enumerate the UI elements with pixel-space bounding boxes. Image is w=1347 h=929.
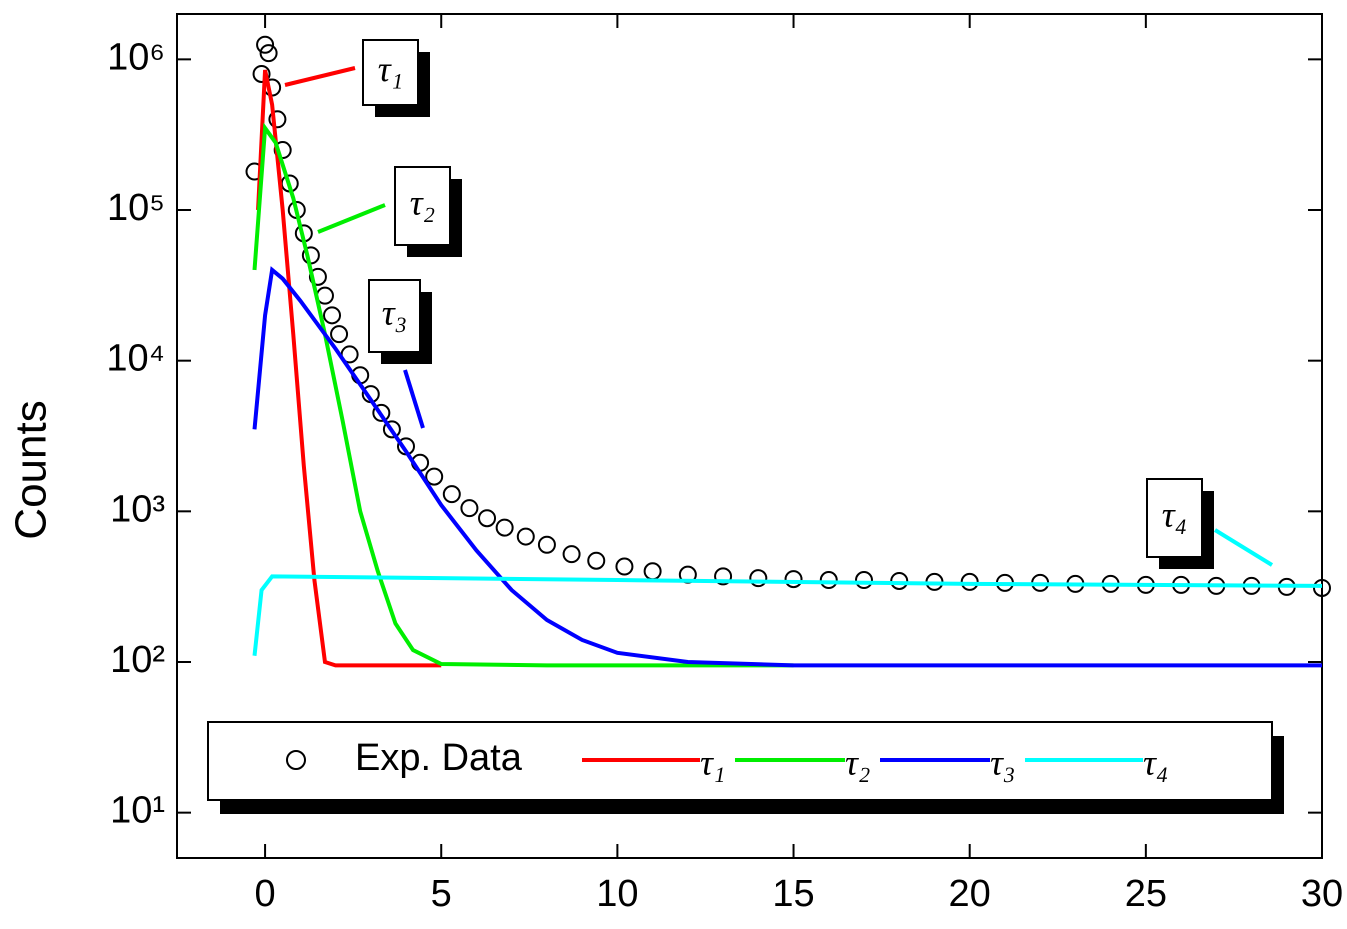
data-point — [442, 485, 461, 504]
data-point — [478, 509, 497, 528]
data-point — [460, 499, 479, 518]
data-point — [537, 535, 556, 554]
data-point — [562, 545, 581, 564]
y-tick-label: 10⁴ — [106, 338, 165, 380]
data-point — [425, 467, 444, 486]
series-line — [252, 266, 1322, 668]
data-point — [330, 325, 349, 344]
annotation-box — [362, 39, 419, 106]
legend-label: τ₃ — [990, 742, 1015, 782]
y-tick-label: 10² — [110, 639, 165, 681]
annotation-arrow — [403, 369, 425, 429]
x-tick-label: 15 — [772, 873, 814, 915]
data-point — [615, 557, 634, 576]
annotation-box — [368, 279, 421, 353]
data-point — [819, 571, 838, 590]
data-point — [308, 267, 327, 286]
legend-marker — [286, 750, 306, 770]
data-point — [323, 306, 342, 325]
data-point — [382, 420, 401, 439]
legend-label: τ₁ — [700, 742, 725, 782]
x-tick-label: 20 — [949, 873, 991, 915]
annotation-box — [1146, 478, 1203, 558]
x-tick-label: 0 — [255, 873, 276, 915]
legend-label: τ₄ — [1143, 742, 1168, 782]
y-tick-label: 10³ — [110, 488, 165, 530]
data-point — [259, 44, 278, 63]
data-point — [587, 551, 606, 570]
annotation-arrow — [284, 66, 356, 87]
data-point — [252, 64, 271, 83]
series-line — [252, 122, 794, 668]
annotation-arrow — [1213, 528, 1274, 567]
x-tick-label: 25 — [1125, 873, 1167, 915]
data-point — [749, 569, 768, 588]
data-point — [372, 403, 391, 422]
annotation-arrow — [317, 203, 386, 234]
data-point — [268, 110, 287, 129]
data-point — [516, 527, 535, 546]
legend-label: Exp. Data — [355, 737, 523, 779]
data-point — [714, 567, 733, 586]
annotation-label: τ₁ — [378, 49, 403, 89]
y-tick-label: 10¹ — [110, 790, 165, 832]
series-line — [256, 69, 442, 668]
annotation-box — [394, 166, 451, 246]
data-point — [890, 571, 909, 590]
data-point — [256, 35, 275, 54]
y-tick-label: 10⁶ — [107, 36, 165, 78]
data-point — [784, 570, 803, 589]
x-tick-label: 10 — [596, 873, 638, 915]
plot-frame — [176, 13, 1323, 859]
data-point — [1313, 578, 1331, 597]
legend-label: τ₂ — [845, 742, 870, 782]
x-tick-label: 30 — [1301, 873, 1343, 915]
data-point — [855, 571, 873, 590]
annotation-label: τ₃ — [382, 292, 407, 332]
data-point — [643, 562, 662, 581]
annotation-label: τ₄ — [1162, 494, 1187, 534]
x-tick-label: 5 — [431, 873, 452, 915]
annotation-label: τ₂ — [410, 182, 435, 222]
data-point — [495, 518, 514, 537]
series-line — [252, 574, 1323, 656]
y-tick-label: 10⁵ — [107, 187, 165, 229]
y-axis-label: Counts — [7, 400, 56, 539]
